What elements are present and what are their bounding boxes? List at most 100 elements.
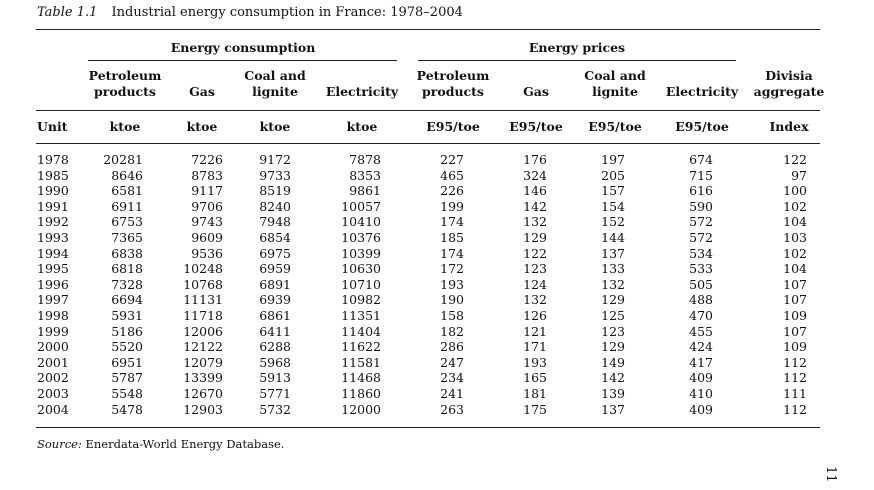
row-year: 1995	[37, 261, 69, 277]
table-cell: 241	[440, 386, 464, 401]
table-cell: 10376	[341, 230, 381, 245]
table-cell: 12079	[183, 354, 223, 370]
table-cell: 286	[440, 339, 464, 355]
row-year: 2001	[37, 354, 69, 370]
table-cell: 176	[523, 152, 547, 167]
table-cell: 11351	[341, 308, 381, 323]
table-cell: 6411	[259, 323, 291, 339]
table-cell: 139	[601, 386, 625, 401]
table-cell: 6939	[259, 292, 291, 308]
bottom-rule	[36, 427, 820, 428]
row-year: 2000	[37, 339, 69, 355]
table-cell: 5520	[111, 339, 143, 355]
table-cell: 410	[689, 386, 713, 401]
table-cell: 12000	[341, 401, 381, 417]
table-cell: 129	[523, 230, 547, 245]
table-cell: 263	[440, 401, 464, 417]
table-cell: 144	[601, 230, 625, 245]
table-cell: 8783	[191, 167, 223, 183]
table-cell: 172	[440, 261, 464, 277]
table-cell: 5186	[111, 323, 143, 339]
table-cell: 5478	[111, 401, 143, 417]
table-cell: 9706	[191, 198, 223, 214]
table-cell: 124	[523, 276, 547, 292]
table-cell: 175	[523, 401, 547, 417]
table-cell: 149	[601, 354, 625, 370]
row-year: 1994	[37, 245, 69, 261]
unit-label: Unit	[37, 119, 68, 134]
column-unit: E95/toe	[588, 119, 642, 134]
table-cell: 11860	[341, 386, 381, 401]
source-text: Enerdata-World Energy Database.	[85, 437, 285, 451]
table-cell: 199	[440, 198, 464, 214]
column-header-line2: products	[94, 84, 156, 99]
table-cell: 7948	[259, 214, 291, 230]
table-cell: 505	[689, 276, 713, 292]
table-cell: 12006	[183, 323, 223, 339]
row-year: 1985	[37, 167, 69, 183]
column-header-line1: Coal and	[244, 68, 306, 83]
table-cell: 616	[689, 183, 713, 199]
column-unit: ktoe	[186, 119, 218, 134]
table-cell: 125	[601, 308, 625, 323]
table-cell: 10248	[183, 261, 223, 277]
table-cell: 715	[689, 167, 713, 183]
table-cell: 13399	[183, 370, 223, 386]
column-header-line1: Petroleum	[88, 68, 162, 83]
table-cell: 465	[440, 167, 464, 183]
table-cell: 10982	[341, 292, 381, 308]
table-cell: 123	[523, 261, 547, 277]
column-header-line2: lignite	[592, 84, 638, 99]
table-cell: 171	[523, 339, 547, 355]
table-cell: 5931	[111, 308, 143, 323]
table-cell: 100	[783, 183, 807, 199]
table-cell: 9117	[191, 183, 223, 199]
table-cell: 674	[689, 152, 713, 167]
table-cell: 107	[783, 323, 807, 339]
table-cell: 109	[783, 308, 807, 323]
group-underline-prices	[418, 60, 736, 61]
column-unit: ktoe	[109, 119, 141, 134]
page-number: 11	[823, 466, 838, 483]
source-note: Source: Enerdata-World Energy Database.	[37, 437, 284, 451]
table-cell: 104	[783, 261, 807, 277]
table-cell: 6959	[259, 261, 291, 277]
unit-rule	[36, 143, 820, 144]
row-year: 1991	[37, 198, 69, 214]
table-cell: 133	[601, 261, 625, 277]
table-cell: 8240	[259, 198, 291, 214]
table-cell: 470	[689, 308, 713, 323]
group-header-prices: Energy prices	[528, 40, 626, 55]
table-cell: 409	[689, 401, 713, 417]
table-cell: 9172	[259, 152, 291, 167]
column-header-line2: aggregate	[753, 84, 825, 99]
table-cell: 182	[440, 323, 464, 339]
table-cell: 6694	[111, 292, 143, 308]
table-cell: 193	[523, 354, 547, 370]
table-cell: 121	[523, 323, 547, 339]
table-cell: 8646	[111, 167, 143, 183]
row-year: 1990	[37, 183, 69, 199]
table-cell: 9861	[349, 183, 381, 199]
table-cell: 590	[689, 198, 713, 214]
table-cell: 174	[440, 214, 464, 230]
table-cell: 534	[689, 245, 713, 261]
table-cell: 8353	[349, 167, 381, 183]
table-cell: 7878	[349, 152, 381, 167]
table-cell: 5968	[259, 354, 291, 370]
table-cell: 122	[783, 152, 807, 167]
table-cell: 9536	[191, 245, 223, 261]
table-cell: 174	[440, 245, 464, 261]
source-label: Source:	[37, 437, 82, 451]
table-cell: 10710	[341, 276, 381, 292]
table-cell: 104	[783, 214, 807, 230]
table-cell: 181	[523, 386, 547, 401]
table-cell: 12903	[183, 401, 223, 417]
table-cell: 205	[601, 167, 625, 183]
table-cell: 12670	[183, 386, 223, 401]
table-cell: 165	[523, 370, 547, 386]
table-cell: 11404	[341, 323, 381, 339]
table-cell: 142	[523, 198, 547, 214]
table-cell: 11581	[341, 354, 381, 370]
table-cell: 7226	[191, 152, 223, 167]
